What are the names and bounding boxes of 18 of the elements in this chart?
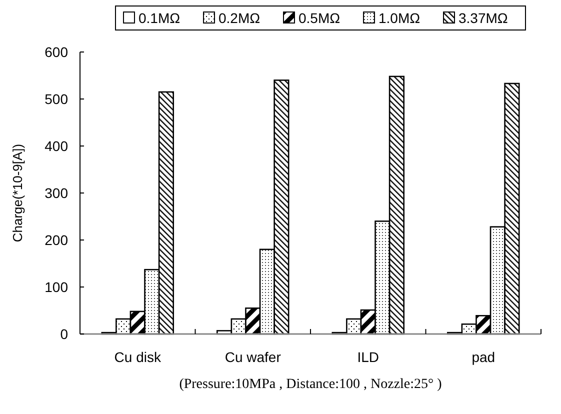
y-tick-label: 500	[44, 90, 68, 107]
y-tick-label: 0	[60, 326, 68, 342]
legend-label: 1.0MΩ	[378, 10, 420, 26]
y-tick-label: 100	[44, 278, 68, 295]
x-tick-label: Cu wafer	[224, 349, 282, 365]
y-tick-label: 400	[44, 138, 68, 154]
x-tick-label: ILD	[357, 349, 380, 365]
legend-label: 0.5MΩ	[298, 10, 340, 26]
legend-label: 0.2MΩ	[218, 10, 260, 26]
x-axis-title: (Pressure:10MPa , Distance:100 , Nozzle:25° )	[179, 377, 442, 392]
y-tick-label: 600	[44, 44, 68, 60]
y-axis-title: Charge(*10-9[A])	[10, 144, 25, 242]
legend-label: 3.37MΩ	[458, 10, 508, 26]
y-tick-label: 300	[44, 184, 68, 201]
y-tick-label: 200	[44, 232, 68, 248]
x-tick-label: Cu disk	[114, 349, 162, 365]
x-tick-label: pad	[472, 349, 496, 365]
legend-label: 0.1MΩ	[138, 10, 180, 26]
